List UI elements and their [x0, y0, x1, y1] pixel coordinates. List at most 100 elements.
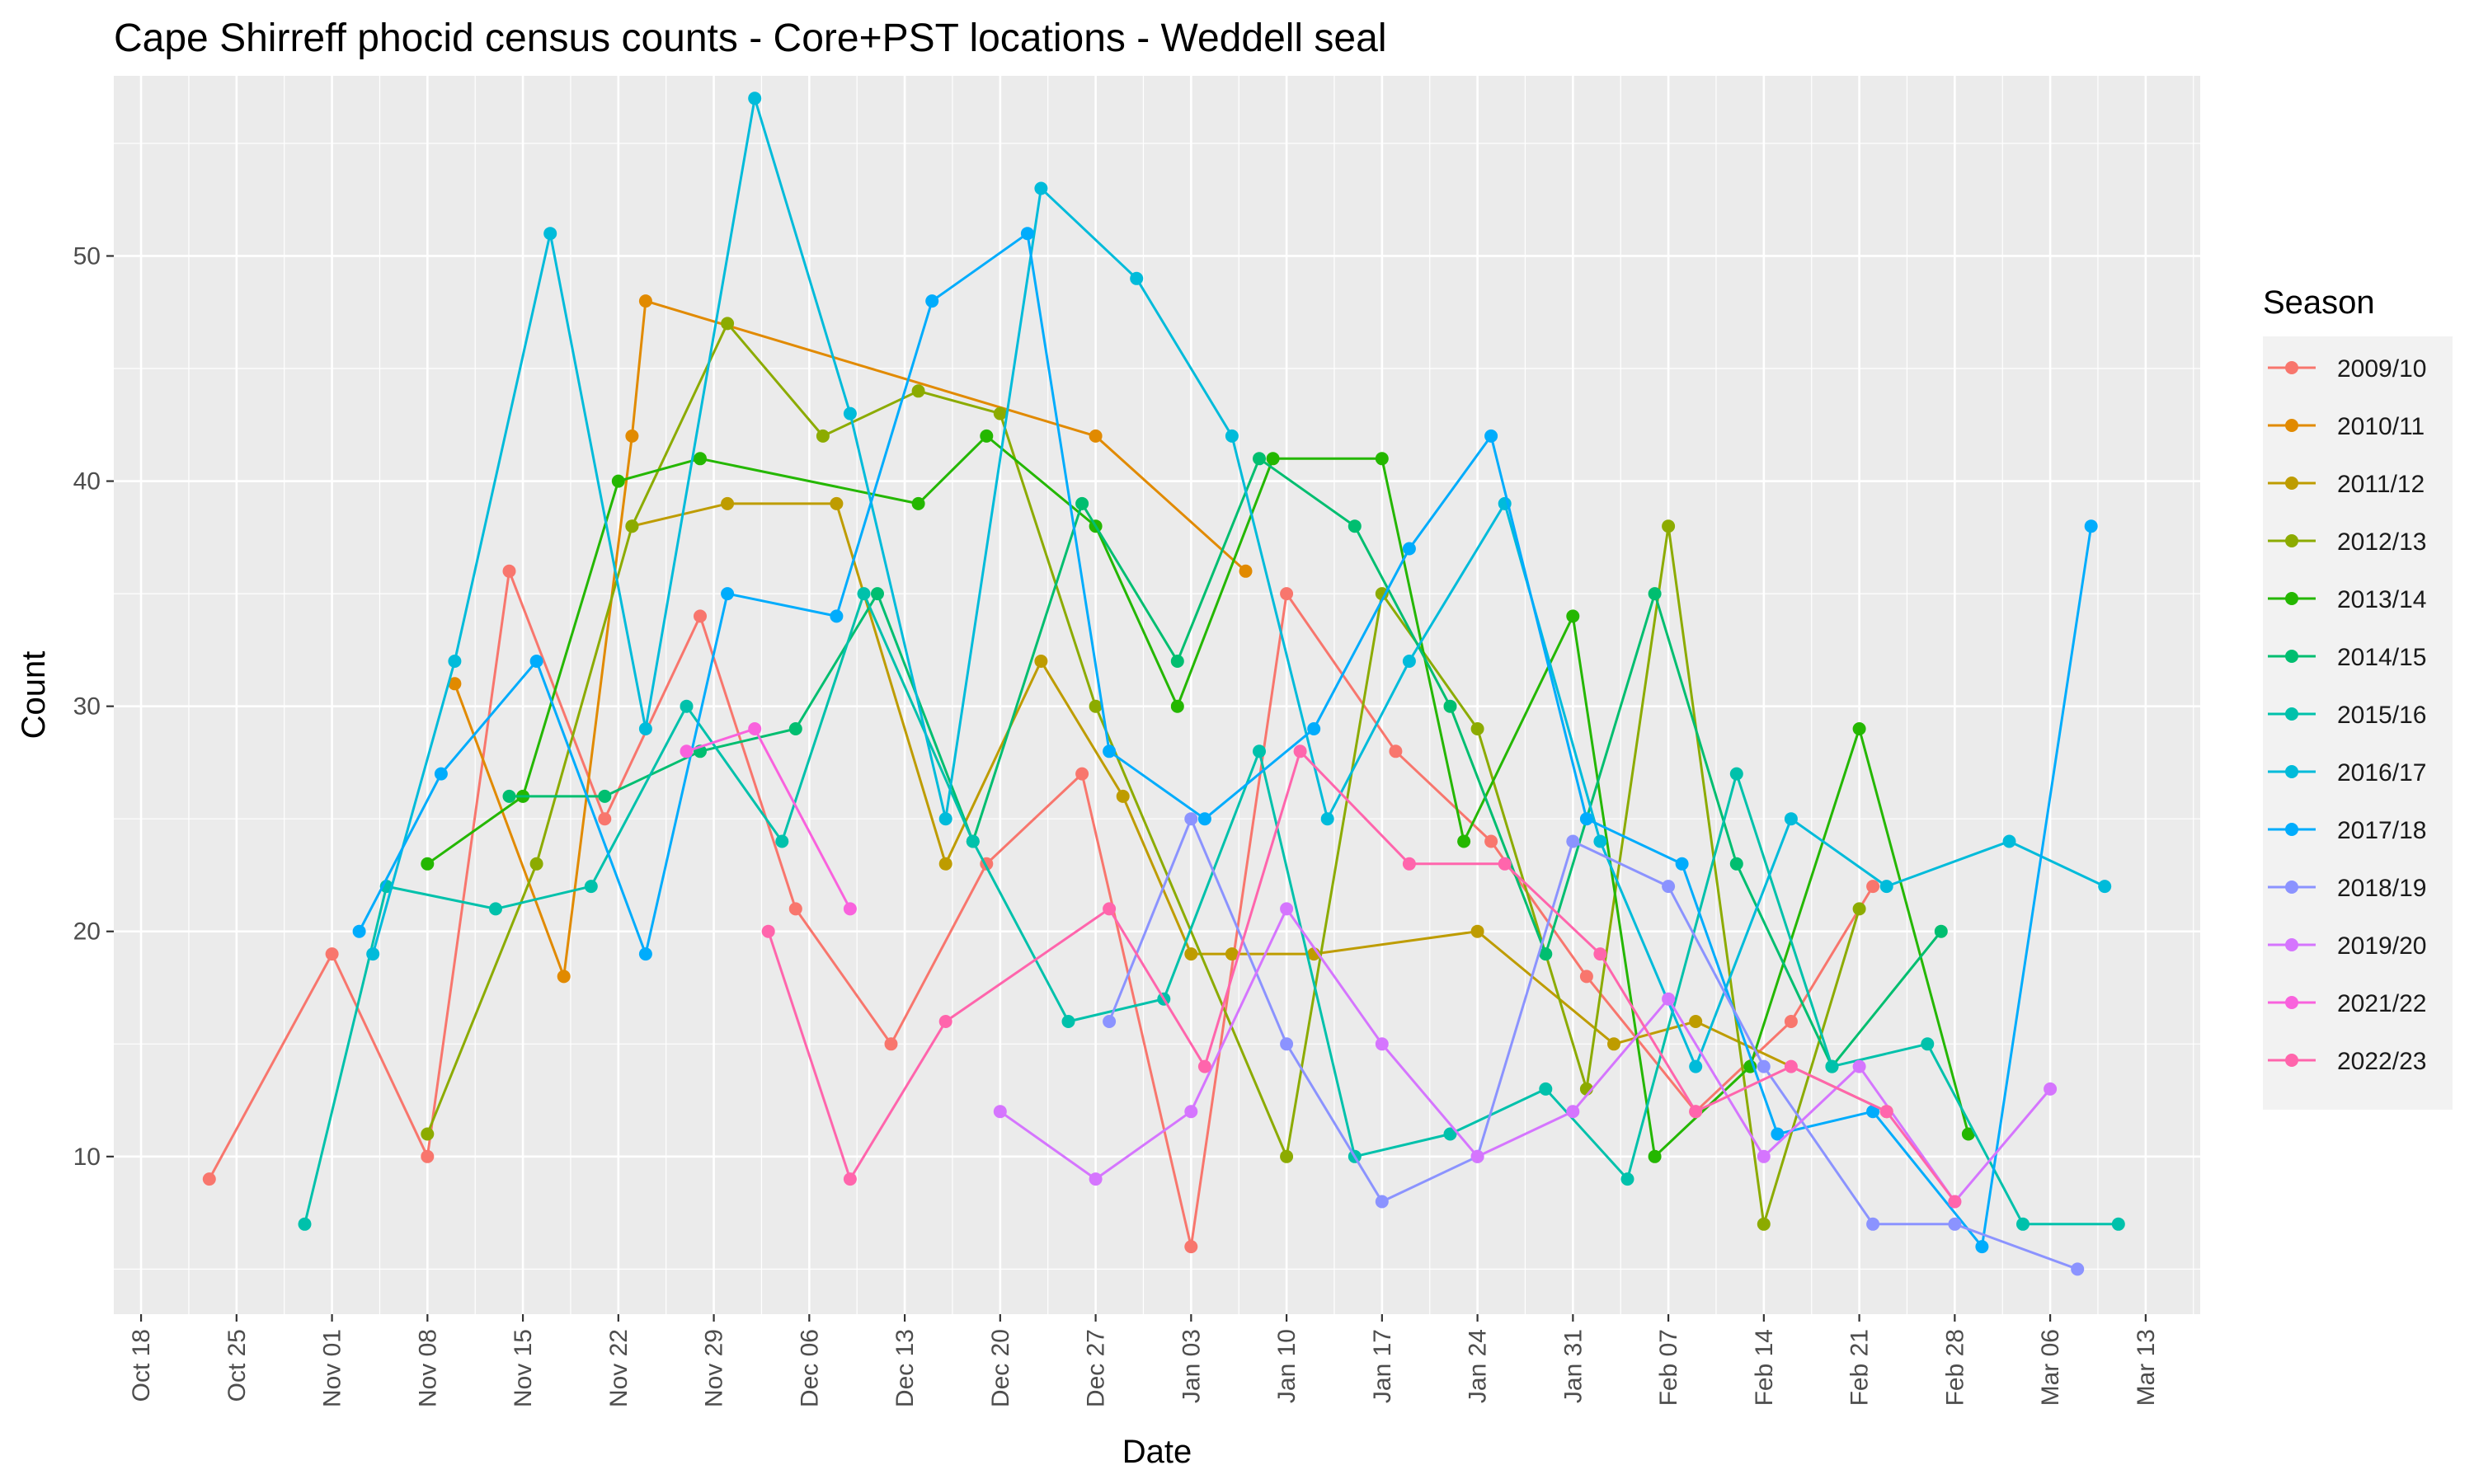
data-point	[502, 564, 516, 578]
data-point	[1689, 1015, 1703, 1028]
data-point	[1784, 1015, 1798, 1028]
legend-key-point	[2285, 938, 2298, 951]
data-point	[1375, 452, 1389, 466]
data-point	[1375, 1195, 1389, 1209]
data-point	[1197, 812, 1211, 826]
legend-label: 2022/23	[2337, 1048, 2426, 1075]
data-point	[1348, 519, 1362, 533]
data-point	[1934, 924, 1948, 938]
x-tick-label: Mar 13	[2133, 1329, 2160, 1406]
legend-key-point	[2285, 707, 2298, 721]
series-2021-22	[680, 722, 857, 916]
series-2018-19	[1103, 812, 2085, 1276]
data-point	[638, 947, 652, 961]
data-point	[543, 227, 557, 241]
data-point	[871, 587, 884, 601]
data-point	[1089, 699, 1103, 713]
x-tick-label: Feb 28	[1941, 1329, 1968, 1406]
data-point	[1648, 587, 1662, 601]
data-point	[884, 1037, 898, 1051]
data-point	[1879, 1105, 1893, 1119]
data-point	[625, 429, 639, 443]
data-point	[1757, 1149, 1771, 1163]
data-point	[1103, 1015, 1117, 1028]
data-point	[1089, 1172, 1103, 1186]
data-point	[1225, 429, 1239, 443]
data-point	[843, 406, 857, 420]
data-point	[1729, 857, 1743, 871]
data-point	[584, 880, 598, 894]
data-point	[1662, 519, 1676, 533]
data-point	[1225, 947, 1239, 961]
data-point	[911, 496, 925, 510]
data-point	[421, 1127, 435, 1141]
legend-key-point	[2285, 1054, 2298, 1067]
series-2012-13	[421, 317, 1866, 1231]
data-point	[502, 789, 516, 803]
data-point	[1648, 1149, 1662, 1163]
data-point	[1852, 722, 1866, 735]
data-point	[843, 1172, 857, 1186]
legend-key-point	[2285, 650, 2298, 663]
data-point	[529, 655, 543, 668]
data-point	[1498, 857, 1512, 871]
data-point	[529, 857, 543, 871]
data-point	[1689, 1059, 1703, 1073]
data-point	[2044, 1082, 2058, 1096]
y-tick-label: 30	[73, 693, 101, 721]
data-point	[938, 857, 952, 871]
series-2017-18	[352, 227, 2098, 1254]
legend-item: 2017/18	[2268, 817, 2426, 844]
x-tick-label: Jan 31	[1559, 1329, 1587, 1403]
data-point	[1253, 744, 1266, 758]
legend-item: 2014/15	[2268, 644, 2426, 671]
data-point	[1825, 1059, 1839, 1073]
x-tick-label: Jan 10	[1273, 1329, 1300, 1403]
data-point	[1443, 699, 1457, 713]
y-tick-label: 20	[73, 918, 101, 946]
data-point	[788, 722, 802, 735]
legend-item: 2012/13	[2268, 528, 2426, 556]
data-point	[638, 722, 652, 735]
x-tick-label: Oct 18	[128, 1329, 155, 1402]
data-point	[680, 744, 694, 758]
data-point	[1484, 834, 1498, 848]
legend-item: 2013/14	[2268, 586, 2426, 613]
data-point	[598, 789, 612, 803]
data-point	[1689, 1105, 1703, 1119]
data-point	[1948, 1195, 1962, 1209]
data-point	[421, 1149, 435, 1163]
data-point	[2084, 519, 2098, 533]
data-point	[1579, 812, 1593, 826]
data-point	[2071, 1262, 2085, 1276]
data-point	[1784, 1059, 1798, 1073]
data-point	[1607, 1037, 1620, 1051]
data-point	[421, 857, 435, 871]
data-point	[1866, 1105, 1880, 1119]
data-point	[1662, 992, 1676, 1006]
x-axis-ticks: Oct 18 Oct 25 Nov 01 Nov 08 Nov 15 Nov 22 Nov …	[128, 1314, 2160, 1407]
y-tick-label: 50	[73, 242, 101, 270]
x-tick-label: Dec 27	[1083, 1329, 1110, 1407]
data-point	[1866, 1217, 1880, 1231]
legend-label: 2021/22	[2337, 990, 2426, 1017]
data-point	[966, 834, 980, 848]
data-point	[298, 1217, 312, 1231]
x-tick-label: Feb 21	[1846, 1329, 1874, 1406]
x-tick-label: Nov 08	[414, 1329, 441, 1407]
data-point	[1034, 181, 1048, 195]
data-point	[1593, 834, 1607, 848]
data-point	[557, 970, 571, 984]
data-point	[980, 429, 994, 443]
data-point	[1020, 227, 1034, 241]
data-point	[448, 677, 462, 691]
data-point	[1620, 1172, 1634, 1186]
data-point	[694, 609, 707, 623]
legend-item: 2016/17	[2268, 759, 2426, 787]
series-line	[303, 592, 2119, 1226]
data-point	[1470, 722, 1484, 735]
data-point	[993, 1105, 1007, 1119]
data-point	[1757, 1059, 1771, 1073]
data-point	[721, 496, 735, 510]
